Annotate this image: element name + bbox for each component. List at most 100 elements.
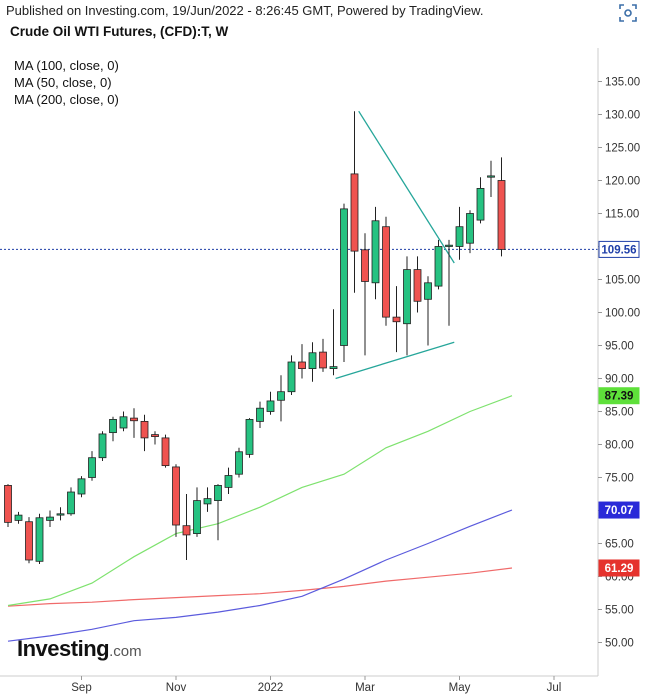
- candle-up: [235, 447, 243, 478]
- y-tick-label: 50.00: [605, 638, 634, 650]
- candle-body: [497, 180, 506, 250]
- candle-body: [67, 491, 75, 515]
- y-tick-label: 65.00: [605, 539, 634, 551]
- candle-up: [67, 487, 75, 516]
- price-badge: 61.29: [598, 559, 640, 577]
- candle-body: [14, 514, 23, 521]
- trendline: [358, 110, 455, 264]
- price-badge-box: [598, 559, 640, 577]
- candle-down: [298, 344, 306, 379]
- candle-up: [46, 510, 54, 527]
- y-tick-label: 115.00: [605, 209, 639, 221]
- candle-body: [434, 246, 443, 287]
- candle-up: [455, 206, 464, 260]
- candle-down: [161, 434, 170, 468]
- candle-up: [35, 513, 44, 564]
- price-badge-label: 70.07: [605, 505, 634, 517]
- candle-body: [361, 249, 369, 282]
- trendline: [335, 341, 455, 380]
- candle-body: [88, 457, 96, 478]
- ma50-line: [7, 395, 513, 607]
- candle-body: [424, 282, 432, 300]
- candle-body: [46, 516, 54, 521]
- candle-body: [235, 451, 243, 475]
- candle-body: [4, 485, 12, 523]
- candle-up: [403, 256, 411, 356]
- candle-body: [455, 226, 464, 247]
- candle-up: [424, 276, 432, 346]
- candle-up: [98, 431, 107, 461]
- candle-down: [151, 431, 159, 445]
- candle-up: [445, 239, 453, 326]
- price-badge-box: [598, 240, 640, 258]
- price-badge-box: [598, 501, 640, 519]
- candle-body: [350, 173, 359, 252]
- candle-down: [361, 233, 369, 356]
- candle-body: [161, 437, 170, 467]
- candle-body: [287, 361, 296, 393]
- y-tick-label: 90.00: [605, 374, 634, 386]
- candle-body: [277, 391, 285, 401]
- candle-body: [151, 434, 159, 437]
- candle-down: [392, 286, 401, 353]
- candle-up: [14, 511, 23, 524]
- y-tick-label: 125.00: [605, 143, 640, 155]
- candle-up: [193, 487, 201, 537]
- candle-body: [403, 269, 411, 325]
- candle-body: [98, 433, 107, 459]
- candle-body: [182, 525, 191, 536]
- candle-down: [319, 338, 327, 372]
- y-tick-label: 100.00: [605, 308, 640, 320]
- ma100-line: [7, 509, 513, 642]
- candle-body: [476, 188, 485, 221]
- candle-body: [25, 521, 33, 561]
- candle-up: [56, 507, 65, 521]
- chart-title: Crude Oil WTI Futures, (CFD):T, W: [10, 24, 229, 39]
- indicator-label-ma100: MA (100, close, 0): [14, 58, 119, 73]
- candle-up: [214, 484, 222, 541]
- price-badge-box: [598, 387, 640, 405]
- price-badge: 87.39: [598, 387, 640, 405]
- candle-body: [329, 366, 338, 369]
- candle-body: [193, 500, 201, 535]
- candle-body: [130, 417, 138, 422]
- candle-down: [130, 408, 138, 438]
- candle-up: [371, 206, 380, 300]
- candle-down: [25, 517, 33, 564]
- candle-up: [476, 177, 485, 224]
- candle-body: [340, 208, 348, 346]
- candle-up: [224, 467, 233, 494]
- candle-body: [172, 466, 180, 526]
- y-tick-label: 120.00: [605, 176, 640, 188]
- y-tick-label: 135.00: [605, 77, 640, 89]
- price-badge-label: 61.29: [605, 563, 634, 575]
- candle-up: [266, 391, 275, 415]
- candle-body: [445, 244, 453, 247]
- price-badge: 109.56: [598, 240, 640, 258]
- candle-down: [140, 414, 149, 452]
- candle-body: [224, 475, 233, 488]
- published-caption: Published on Investing.com, 19/Jun/2022 …: [6, 3, 484, 18]
- candle-down: [413, 256, 422, 313]
- x-tick-label: May: [449, 682, 471, 694]
- candle-body: [266, 400, 275, 412]
- ma200-line: [7, 567, 513, 607]
- candle-up: [203, 487, 212, 512]
- candle-up: [308, 342, 317, 382]
- y-tick-label: 75.00: [605, 473, 634, 485]
- x-tick-label: Jul: [547, 682, 562, 694]
- candle-body: [109, 419, 117, 434]
- candle-up: [340, 203, 348, 362]
- candle-body: [214, 485, 222, 502]
- candle-up: [245, 418, 254, 458]
- focus-frame-icon[interactable]: [619, 4, 637, 22]
- y-tick-label: 105.00: [605, 275, 640, 287]
- candle-body: [119, 416, 128, 429]
- candle-up: [466, 210, 474, 254]
- candle-body: [256, 407, 264, 422]
- x-tick-label: Sep: [71, 682, 91, 694]
- candle-up: [287, 355, 296, 395]
- price-badge-label: 87.39: [605, 391, 634, 403]
- candle-body: [487, 175, 495, 178]
